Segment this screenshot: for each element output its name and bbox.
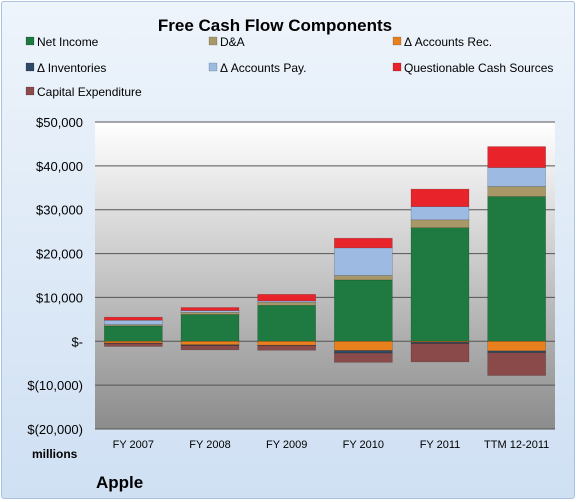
legend-item-net-income: Net Income	[25, 35, 99, 49]
legend-label: Questionable Cash Sources	[404, 61, 553, 75]
legend-item-questionable-cash-sources: Questionable Cash Sources	[392, 61, 553, 75]
x-tick-label: FY 2007	[113, 439, 154, 451]
bar-net-income-fy-2011	[410, 227, 470, 342]
y-tick-label: $(20,000)	[27, 422, 83, 437]
bar-capital-expenditure-fy-2010	[334, 352, 393, 363]
bar-danda-fy-2010	[334, 275, 393, 281]
y-tick-label: $40,000	[36, 159, 83, 174]
legend: Net Income D&A Δ Accounts Rec. Δ Inventorie…	[25, 35, 553, 99]
bar-danda-fy-2011	[410, 219, 470, 228]
x-tick-label: FY 2010	[343, 439, 384, 451]
bar-delta-accounts-pay-fy-2007	[104, 319, 163, 325]
bar-delta-inventories-fy-2010	[334, 350, 393, 354]
bar-net-income-fy-2009	[257, 305, 316, 342]
bar-questionable-cash-sources-fy-2010	[334, 237, 393, 249]
bar-capital-expenditure-ttm-12-2011	[487, 352, 546, 376]
bar-danda-fy-2009	[257, 301, 316, 306]
legend-label: Capital Expenditure	[37, 85, 142, 99]
company-name: Apple	[96, 473, 143, 492]
bar-delta-accounts-rec-fy-2007	[104, 340, 163, 344]
legend-swatch	[25, 86, 35, 96]
bar-capital-expenditure-fy-2011	[410, 343, 470, 363]
bar-capital-expenditure-fy-2009	[257, 345, 316, 351]
plot-background	[95, 122, 555, 429]
bar-capital-expenditure-fy-2007	[104, 343, 163, 347]
legend-swatch	[392, 36, 402, 46]
legend-item-delta-accounts-rec: Δ Accounts Rec.	[392, 35, 492, 49]
y-tick-label: $30,000	[36, 203, 83, 218]
legend-swatch	[208, 62, 218, 72]
y-tick-label: $10,000	[36, 290, 83, 305]
x-axis: FY 2007 FY 2008 FY 2009 FY 2010 FY 2011 TTM 1…	[113, 439, 550, 451]
bar-delta-accounts-pay-fy-2010	[334, 247, 393, 276]
bar-delta-accounts-rec-fy-2008	[180, 340, 240, 346]
legend-swatch	[392, 62, 402, 72]
bar-delta-accounts-rec-fy-2011	[410, 340, 470, 343]
bar-net-income-fy-2007	[104, 325, 163, 342]
y-axis-unit-label: millions	[32, 447, 78, 461]
y-tick-label: $50,000	[36, 115, 83, 130]
bar-delta-accounts-rec-fy-2010	[334, 340, 393, 351]
legend-label: Net Income	[37, 35, 99, 49]
legend-swatch	[25, 36, 35, 46]
legend-label: Δ Inventories	[37, 61, 106, 75]
legend-label: D&A	[220, 35, 245, 49]
chart-title: Free Cash Flow Components	[158, 16, 392, 35]
bar-questionable-cash-sources-fy-2008	[180, 307, 240, 311]
legend-label: Δ Accounts Rec.	[404, 35, 492, 49]
legend-item-danda: D&A	[208, 35, 245, 49]
y-axis: $50,000 $40,000 $30,000 $20,000 $10,000 $- $(1…	[27, 115, 83, 437]
bar-net-income-ttm-12-2011	[487, 196, 546, 342]
bar-questionable-cash-sources-ttm-12-2011	[487, 146, 546, 168]
bar-net-income-fy-2008	[180, 314, 240, 342]
x-tick-label: FY 2011	[420, 439, 461, 451]
bar-questionable-cash-sources-fy-2011	[410, 188, 470, 207]
bar-delta-accounts-pay-fy-2011	[410, 206, 470, 221]
plot-area	[95, 121, 555, 430]
legend-swatch	[25, 62, 35, 72]
bar-capital-expenditure-fy-2008	[180, 345, 240, 351]
legend-item-capital-expenditure: Capital Expenditure	[25, 85, 142, 99]
bar-danda-ttm-12-2011	[487, 186, 546, 197]
bar-delta-accounts-rec-ttm-12-2011	[487, 340, 546, 352]
y-tick-label: $(10,000)	[27, 378, 83, 393]
bar-delta-accounts-pay-ttm-12-2011	[487, 167, 546, 187]
legend-swatch	[208, 36, 218, 46]
legend-label: Δ Accounts Pay.	[220, 61, 307, 75]
bar-questionable-cash-sources-fy-2009	[257, 294, 316, 302]
y-tick-label: $20,000	[36, 247, 83, 262]
y-tick-label: $-	[71, 334, 83, 349]
legend-item-delta-accounts-pay: Δ Accounts Pay.	[208, 61, 307, 75]
bar-danda-fy-2008	[180, 312, 240, 315]
legend-item-delta-inventories: Δ Inventories	[25, 61, 106, 75]
x-tick-label: FY 2009	[266, 439, 307, 451]
bar-questionable-cash-sources-fy-2007	[104, 316, 163, 321]
x-tick-label: FY 2008	[189, 439, 230, 451]
bar-net-income-fy-2010	[334, 279, 393, 342]
bar-delta-accounts-rec-fy-2009	[257, 340, 316, 346]
x-tick-label: TTM 12-2011	[484, 439, 549, 451]
